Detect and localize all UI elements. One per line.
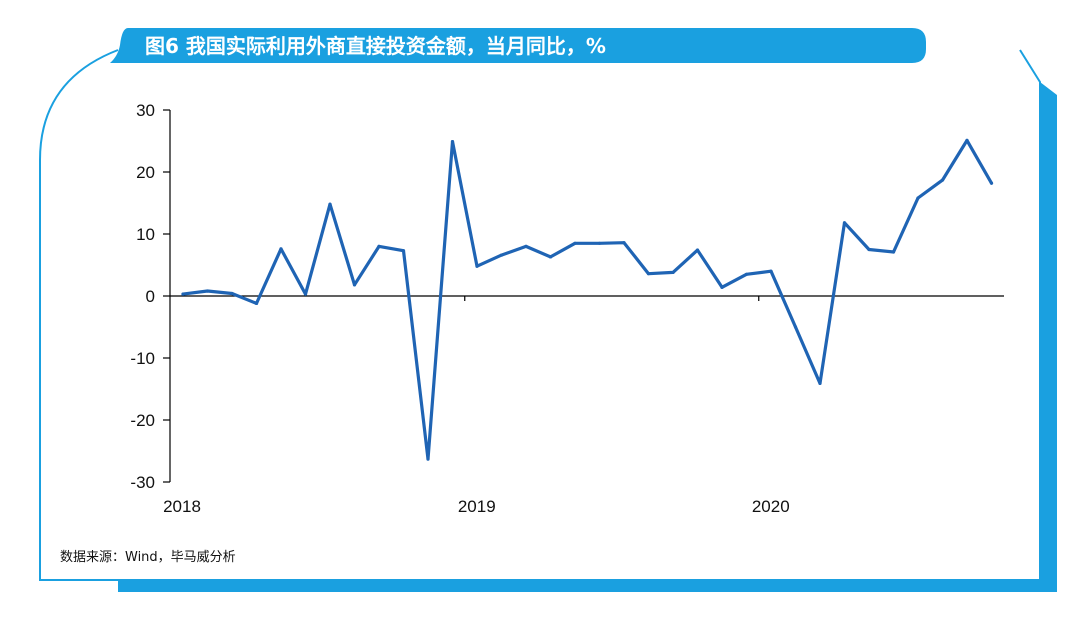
data-point <box>891 250 896 254</box>
data-point <box>695 248 700 252</box>
x-tick-label: 2018 <box>163 497 201 516</box>
data-point <box>646 272 651 276</box>
data-point <box>401 249 406 253</box>
data-point <box>230 291 234 296</box>
y-tick-label: -20 <box>130 411 155 430</box>
data-point <box>573 241 577 245</box>
data-point <box>499 253 504 257</box>
data-point <box>916 196 920 200</box>
data-point <box>303 292 308 296</box>
data-point <box>720 285 724 289</box>
y-tick-label: -30 <box>130 473 155 492</box>
title-banner <box>110 28 926 63</box>
data-point <box>671 270 675 275</box>
data-point <box>769 269 773 273</box>
data-point <box>965 138 969 142</box>
data-point <box>842 221 847 225</box>
y-tick-label: 0 <box>146 287 155 306</box>
data-point <box>793 325 798 329</box>
data-point <box>548 255 553 259</box>
source-note: 数据来源：Wind，毕马威分析 <box>60 550 236 565</box>
data-point <box>426 457 430 461</box>
frame-shadow <box>118 82 1057 592</box>
data-point <box>940 178 945 182</box>
data-point <box>352 283 357 287</box>
frame-border <box>39 49 1041 581</box>
data-point <box>377 244 381 248</box>
data-point <box>205 289 210 293</box>
chart-title: 图6 我国实际利用外商直接投资金额，当月同比，% <box>145 34 606 58</box>
y-tick-label: 30 <box>136 101 155 120</box>
data-point <box>622 241 626 245</box>
data-point <box>475 264 479 268</box>
data-point <box>254 301 259 306</box>
y-tick-label: 10 <box>136 225 155 244</box>
axes: 30 20 10 0 -10 -20 -30 2018 2019 2020 <box>130 101 1004 516</box>
y-tick-label: 20 <box>136 163 155 182</box>
x-ticks: 2018 2019 2020 <box>163 296 790 516</box>
data-point <box>524 244 528 248</box>
y-ticks: 30 20 10 0 -10 -20 -30 <box>130 101 170 492</box>
data-point <box>818 381 822 386</box>
data-point <box>989 181 994 185</box>
y-tick-label: -10 <box>130 349 155 368</box>
data-point <box>328 202 332 206</box>
data-point <box>867 247 871 252</box>
x-tick-label: 2020 <box>752 497 790 516</box>
data-point <box>597 241 602 245</box>
frame: 图6 我国实际利用外商直接投资金额，当月同比，% <box>39 28 1057 592</box>
data-point <box>450 140 455 144</box>
data-point <box>279 247 283 251</box>
data-point <box>181 292 185 296</box>
series-layer <box>181 138 994 461</box>
data-point <box>744 272 749 276</box>
x-tick-label: 2019 <box>458 497 496 516</box>
series-line <box>181 138 994 461</box>
